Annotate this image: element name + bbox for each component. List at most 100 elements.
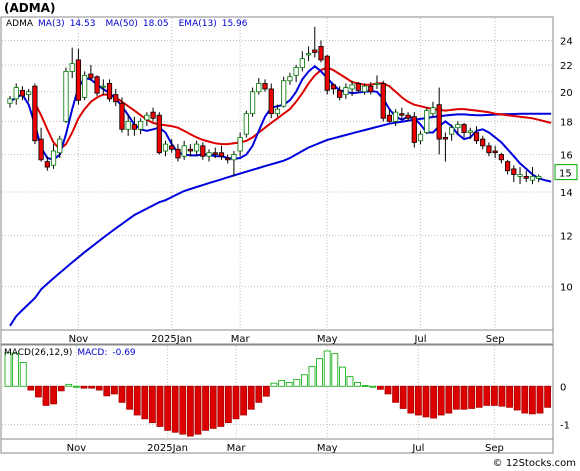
candle	[355, 82, 361, 94]
macd-bar	[73, 385, 80, 388]
candle	[436, 87, 442, 155]
candle-body	[237, 137, 243, 152]
candle	[38, 127, 44, 162]
candle	[249, 87, 256, 117]
candle-body	[138, 120, 144, 130]
legend-value: 18.05	[143, 19, 169, 29]
candle-body	[100, 85, 106, 88]
macd-y-axis: 0 -1	[560, 382, 570, 431]
candle-body	[175, 148, 181, 159]
candle	[144, 112, 150, 127]
macd-bar	[529, 385, 536, 415]
candle	[231, 150, 237, 177]
macd-bar	[285, 382, 293, 387]
candle	[293, 64, 299, 83]
candle-body	[19, 89, 26, 97]
macd-bar	[4, 352, 12, 387]
macd-bar	[521, 385, 529, 414]
candle	[536, 174, 542, 183]
legend-label: MA(50)	[105, 19, 137, 29]
macd-bar	[133, 385, 141, 416]
candle-body	[69, 63, 75, 72]
macd-x-tick: Mar	[227, 443, 247, 454]
macd-bar	[50, 385, 57, 405]
candle-body	[187, 148, 193, 152]
candle-body	[150, 111, 156, 119]
candle	[26, 88, 32, 102]
candle-body	[225, 157, 231, 161]
macd-bar	[270, 382, 278, 387]
macd-bar	[186, 385, 194, 437]
watermark: © 12Stocks.com	[493, 458, 576, 469]
candle-body	[511, 168, 517, 175]
candle-body	[274, 108, 281, 115]
price-x-tick: Mar	[231, 334, 251, 345]
candle-body	[349, 84, 355, 90]
macd-x-tick: Sep	[485, 443, 504, 454]
macd-bar	[498, 385, 506, 407]
price-plot-frame	[0, 16, 554, 331]
candle-body	[337, 89, 343, 98]
candle	[511, 165, 517, 183]
candle-body	[38, 138, 44, 161]
candle	[256, 78, 262, 95]
candle	[343, 83, 349, 99]
candle	[287, 72, 293, 85]
candle	[69, 47, 75, 79]
candle-body	[405, 114, 411, 119]
candle-body	[218, 152, 225, 157]
candle	[380, 80, 386, 122]
macd-bar	[202, 385, 210, 431]
macd-bar	[141, 385, 149, 420]
macd-bar	[460, 385, 468, 410]
macd-bar	[308, 365, 316, 387]
macd-bar	[361, 385, 369, 387]
legend-value: 14.53	[70, 19, 96, 29]
candle-body	[417, 133, 424, 142]
candle-body	[374, 83, 380, 85]
candle-body	[399, 113, 405, 116]
candle	[32, 83, 38, 145]
macd-bar	[430, 385, 438, 419]
price-x-axis-band	[0, 329, 554, 345]
candle	[268, 83, 274, 119]
candle-body	[144, 114, 150, 121]
candle	[281, 76, 287, 108]
macd-bar	[452, 385, 460, 410]
macd-bar	[262, 385, 270, 397]
candle-body	[324, 55, 330, 91]
macd-bar	[126, 385, 133, 410]
price-y-tick: 18	[560, 117, 573, 128]
macd-legend-label: MACD(26,12,9)	[4, 348, 72, 358]
macd-bar	[240, 385, 248, 416]
candle	[417, 130, 424, 145]
macd-bar	[118, 385, 126, 403]
candle-body	[430, 107, 436, 115]
candle-body	[131, 124, 137, 130]
price-y-tick: 10	[560, 283, 573, 294]
candle-body	[318, 46, 324, 61]
candle	[94, 75, 100, 97]
macd-bar	[209, 385, 217, 429]
macd-bar	[27, 385, 35, 391]
price-legend: ADMA MA(3) 14.53 MA(50) 18.05 EMA(13) 15.96	[6, 19, 248, 29]
macd-bar	[164, 385, 172, 431]
candle	[299, 51, 305, 72]
candle-body	[529, 175, 536, 181]
macd-bar	[217, 385, 225, 427]
candle	[274, 104, 281, 117]
candle-body	[206, 152, 212, 157]
price-lines	[9, 64, 552, 327]
macd-bar	[399, 385, 407, 409]
candle-body	[312, 49, 318, 53]
candle-body	[193, 143, 200, 152]
candle-body	[63, 71, 69, 122]
candle	[486, 142, 492, 157]
candle	[480, 135, 486, 150]
candle-body	[156, 114, 162, 154]
candle-body	[305, 53, 312, 56]
candle-body	[504, 161, 511, 172]
macd-bar	[300, 374, 308, 387]
last-price-label: 15	[554, 164, 578, 181]
